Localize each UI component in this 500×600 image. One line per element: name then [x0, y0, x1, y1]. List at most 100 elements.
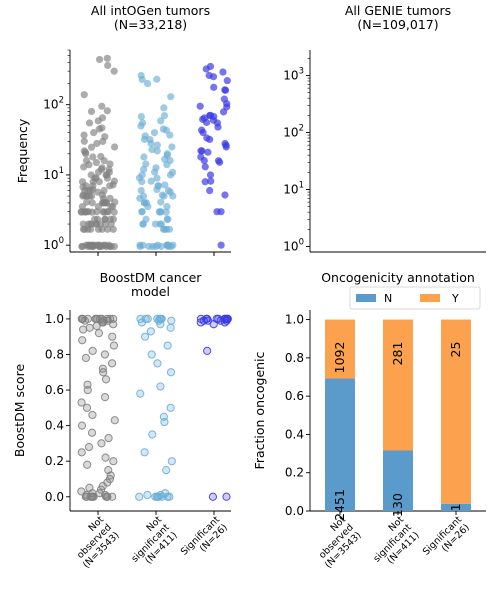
panel-4-bar-n-label: 1: [448, 503, 463, 511]
panel-2-point: [83, 198, 91, 206]
panel-2-point: [106, 160, 114, 168]
panel-3-point: [222, 492, 231, 501]
panel-3-point: [221, 314, 230, 323]
panel-2-point: [90, 215, 99, 223]
panel-2-point: [219, 68, 227, 76]
panel-2-y-tick-label: 102: [283, 123, 304, 139]
panel-2-point: [103, 54, 111, 62]
panel-2-point: [78, 203, 87, 211]
panel-2-point: [142, 160, 150, 168]
panel-3-y-label: BoostDM score: [12, 364, 27, 458]
panel-3-point: [100, 393, 110, 402]
panel-2-point: [153, 185, 161, 194]
panel-2-point: [136, 242, 144, 251]
panel-4-legend-box: [349, 286, 481, 310]
panel-1-point: [217, 241, 225, 249]
panel-3-y-tick-label: 0.4: [45, 419, 64, 433]
panel-3-point: [79, 325, 88, 334]
panel-4-y-tick-label: 1.0: [285, 313, 304, 327]
panel-2-point: [157, 242, 165, 251]
panel-3-point: [105, 314, 115, 323]
panel-3-point: [167, 457, 176, 466]
panel-1-point: [168, 143, 176, 151]
panel-1-point: [196, 102, 204, 110]
panel-3-point: [97, 314, 107, 323]
panel-3-point: [78, 314, 87, 323]
panel-1-point: [206, 186, 214, 195]
panel-3-point: [166, 368, 176, 377]
panel-3-point: [156, 382, 165, 391]
panel-3-point: [214, 314, 223, 323]
panel-1-point: [151, 220, 160, 228]
panel-2-point: [100, 208, 108, 216]
panel-2-point: [103, 225, 112, 233]
panel-3-point: [166, 323, 175, 332]
panel-2-point: [147, 177, 155, 185]
panel-3-point: [223, 314, 232, 323]
panel-2-point: [89, 185, 97, 194]
panel-3-point: [140, 332, 150, 341]
panel-3-point: [135, 492, 144, 501]
panel-1-point: [197, 153, 205, 161]
panel-4-y-tick-label: 0.2: [285, 466, 304, 480]
panel-2-point: [223, 100, 231, 108]
panel-3-point: [101, 375, 111, 384]
panel-2-y-tick-label: 103: [283, 66, 304, 82]
panel-4-y-tick-label: 0.4: [285, 427, 304, 441]
panel-3-point: [140, 448, 149, 457]
panel-2-point: [166, 131, 174, 139]
panel-2-point: [205, 71, 213, 80]
panel-3-point: [196, 314, 206, 323]
panel-2-point: [80, 91, 88, 99]
panel-3-title: BoostDM cancer: [100, 270, 203, 285]
panel-4-bar-y: [325, 319, 355, 379]
panel-1-point: [138, 208, 146, 216]
panel-3-point: [85, 483, 94, 492]
panel-1-point: [143, 79, 152, 88]
panel-3-point: [98, 364, 107, 373]
panel-1-title: All intOGen tumors: [91, 3, 210, 18]
panel-3-point: [82, 403, 92, 412]
panel-4-x-tick-label: Notsignificant(N=411): [364, 514, 422, 572]
panel-2-point: [79, 183, 87, 191]
panel-1-point: [206, 171, 215, 179]
panel-2-point: [203, 134, 211, 142]
panel-3-point: [84, 442, 94, 452]
panel-2-point: [101, 215, 109, 223]
panel-3-point: [88, 346, 97, 356]
panel-2-point: [98, 225, 106, 233]
panel-1-y-tick-label: 101: [43, 166, 64, 182]
panel-3-point: [143, 490, 152, 500]
panel-3-point: [141, 314, 150, 323]
panel-2-point: [103, 107, 111, 115]
panel-2-point: [106, 194, 114, 202]
panel-2-point: [202, 65, 210, 73]
panel-2-point: [162, 208, 170, 216]
panel-3-point: [148, 430, 157, 439]
panel-2-point: [79, 191, 87, 199]
panel-3-x-tick-label: Significant(N=26): [179, 514, 230, 565]
panel-4-y-tick-label: 0.0: [285, 504, 304, 518]
panel-2-point: [87, 225, 95, 233]
panel-3-y-tick-label: 0.2: [45, 454, 64, 468]
panel-2-point: [222, 141, 230, 149]
panel-3-point: [156, 490, 165, 500]
panel-4-bar-n-label: 130: [390, 493, 405, 517]
panel-2-point: [166, 188, 174, 196]
panel-3-point: [104, 433, 113, 443]
panel-2-point: [88, 242, 97, 251]
panel-3-point: [162, 465, 171, 475]
panel-1-point: [110, 143, 119, 151]
panel-2-point: [138, 171, 146, 179]
panel-3-point: [153, 359, 162, 368]
panel-2-point: [157, 117, 165, 125]
panel-2-point: [109, 225, 117, 233]
panel-3-point: [83, 380, 92, 389]
panel-2-point: [81, 148, 90, 156]
panel-3-point: [108, 332, 117, 341]
panel-1-point: [88, 199, 96, 207]
panel-2-point: [94, 117, 102, 125]
panel-4-x-tick-label: Significant(N=26): [421, 514, 472, 565]
panel-1-point: [85, 119, 94, 127]
panel-3-point: [78, 336, 87, 345]
